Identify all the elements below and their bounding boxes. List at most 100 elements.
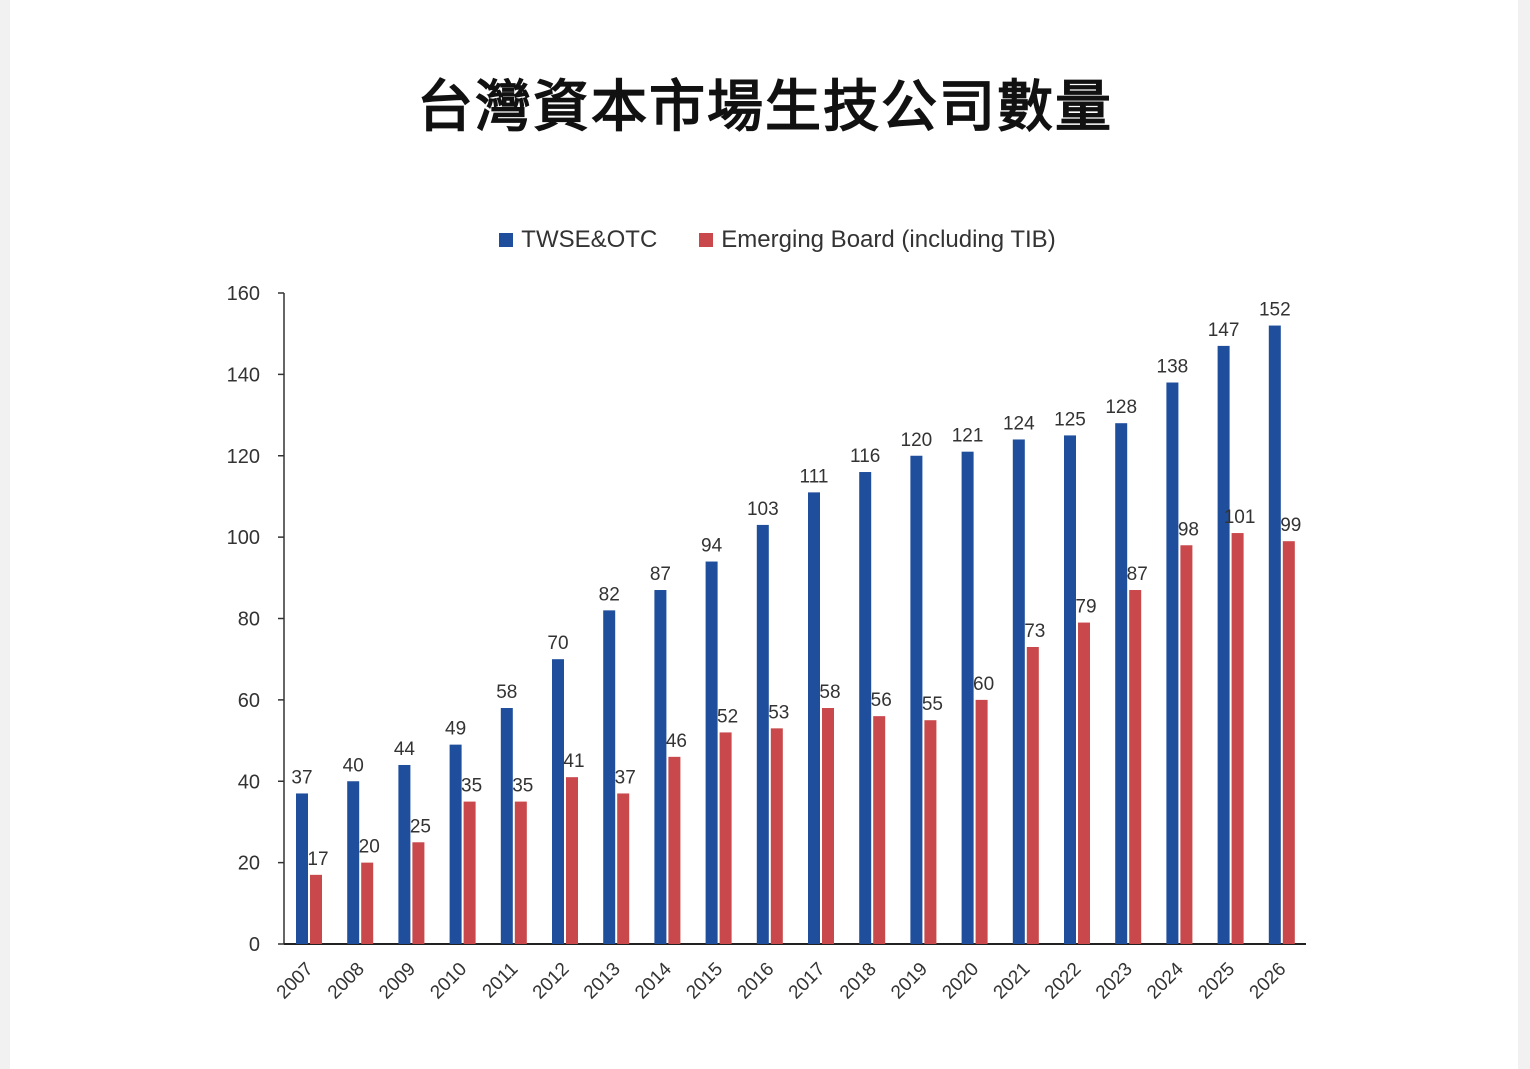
y-tick-label: 160: [227, 283, 260, 305]
x-tick-label: 2019: [887, 959, 932, 1004]
x-tick-label: 2013: [580, 959, 625, 1004]
chart-legend: TWSE&OTC Emerging Board (including TIB): [0, 226, 1530, 254]
chart-title: 台灣資本市場生技公司數量: [417, 75, 1113, 140]
bar-emerging-board: [310, 874, 322, 944]
data-label-emerging-board: 25: [410, 816, 431, 837]
x-tick-label: 2017: [785, 959, 830, 1004]
bar-twse-otc: [1115, 423, 1128, 944]
data-label-twse-otc: 121: [952, 426, 984, 447]
data-label-emerging-board: 17: [307, 849, 328, 870]
bar-twse-otc: [705, 561, 718, 944]
bar-emerging-board: [668, 756, 681, 944]
y-tick-label: 40: [238, 771, 260, 793]
bar-emerging-board: [924, 720, 937, 944]
x-tick-label: 2024: [1143, 958, 1188, 1003]
y-tick-label: 60: [238, 690, 260, 712]
data-label-emerging-board: 58: [819, 682, 840, 703]
bar-twse-otc: [1217, 345, 1230, 944]
bar-twse-otc: [398, 764, 411, 944]
bar-emerging-board: [1282, 541, 1295, 944]
bar-twse-otc: [859, 472, 872, 944]
data-label-twse-otc: 103: [747, 499, 779, 520]
x-tick-label: 2025: [1194, 959, 1239, 1004]
x-tick-label: 2007: [273, 959, 318, 1004]
data-label-emerging-board: 53: [768, 702, 789, 723]
bar-twse-otc: [296, 793, 308, 944]
legend-item-emerging-board: Emerging Board (including TIB): [699, 226, 1056, 254]
x-tick-label: 2026: [1246, 959, 1291, 1004]
bar-twse-otc: [1268, 325, 1281, 944]
bar-emerging-board: [1180, 545, 1193, 944]
data-label-emerging-board: 73: [1024, 621, 1045, 642]
bar-twse-otc: [961, 451, 974, 944]
x-tick-label: 2010: [426, 959, 471, 1004]
data-label-emerging-board: 56: [871, 690, 892, 711]
x-tick-label: 2016: [734, 959, 779, 1004]
bar-twse-otc: [449, 744, 462, 944]
data-label-emerging-board: 79: [1075, 597, 1096, 618]
data-label-twse-otc: 94: [701, 536, 723, 557]
legend-swatch-twse-otc: [499, 233, 514, 247]
data-label-twse-otc: 120: [901, 430, 933, 451]
bar-emerging-board: [1026, 646, 1039, 944]
data-label-twse-otc: 138: [1157, 357, 1189, 378]
data-label-twse-otc: 70: [547, 633, 568, 654]
data-label-emerging-board: 20: [359, 837, 380, 858]
x-tick-label: 2008: [324, 959, 369, 1004]
data-label-emerging-board: 101: [1224, 507, 1256, 528]
x-tick-label: 2012: [529, 959, 574, 1004]
x-tick-label: 2018: [836, 959, 881, 1004]
bar-twse-otc: [552, 659, 564, 944]
data-label-twse-otc: 147: [1208, 320, 1240, 341]
data-label-twse-otc: 58: [496, 682, 517, 703]
legend-swatch-emerging-board: [699, 233, 714, 247]
legend-item-twse-otc: TWSE&OTC: [499, 226, 657, 254]
data-label-twse-otc: 111: [800, 466, 829, 487]
data-label-emerging-board: 35: [512, 776, 533, 797]
y-tick-label: 120: [227, 446, 260, 468]
bar-twse-otc: [756, 524, 769, 944]
bar-emerging-board: [770, 728, 783, 944]
bar-emerging-board: [463, 801, 476, 944]
bar-twse-otc: [1064, 435, 1076, 944]
data-label-twse-otc: 87: [650, 564, 671, 585]
x-tick-label: 2014: [631, 958, 676, 1003]
legend-label-twse-otc: TWSE&OTC: [521, 226, 658, 253]
data-label-emerging-board: 46: [666, 731, 687, 752]
bar-twse-otc: [500, 708, 513, 944]
x-tick-label: 2022: [1041, 959, 1086, 1004]
data-label-twse-otc: 82: [599, 584, 620, 605]
bar-twse-otc: [347, 781, 360, 944]
bar-twse-otc: [808, 492, 820, 944]
bar-emerging-board: [617, 793, 630, 944]
y-tick-label: 20: [238, 853, 260, 875]
data-label-twse-otc: 40: [343, 755, 364, 776]
bar-emerging-board: [873, 716, 886, 944]
bar-emerging-board: [1078, 622, 1090, 944]
bar-twse-otc: [1012, 439, 1025, 944]
bar-twse-otc: [603, 610, 616, 944]
data-label-emerging-board: 60: [973, 674, 994, 695]
data-label-twse-otc: 125: [1054, 409, 1086, 430]
data-label-emerging-board: 35: [461, 776, 482, 797]
y-tick-label: 80: [238, 609, 260, 631]
data-label-emerging-board: 98: [1178, 519, 1199, 540]
data-label-twse-otc: 124: [1003, 413, 1035, 434]
data-label-twse-otc: 152: [1259, 300, 1291, 321]
data-label-twse-otc: 37: [291, 767, 312, 788]
y-tick-label: 100: [227, 527, 260, 549]
bar-twse-otc: [910, 455, 923, 944]
x-tick-label: 2023: [1092, 959, 1137, 1004]
y-tick-label: 0: [249, 934, 260, 956]
bar-emerging-board: [566, 777, 578, 944]
bar-emerging-board: [1129, 590, 1142, 944]
bar-emerging-board: [361, 862, 374, 944]
data-label-emerging-board: 87: [1127, 564, 1148, 585]
data-label-emerging-board: 52: [717, 706, 738, 727]
data-label-twse-otc: 128: [1105, 397, 1137, 418]
bar-emerging-board: [822, 708, 834, 944]
x-tick-label: 2009: [375, 959, 420, 1004]
bar-twse-otc: [654, 590, 667, 944]
data-label-twse-otc: 116: [850, 446, 880, 467]
